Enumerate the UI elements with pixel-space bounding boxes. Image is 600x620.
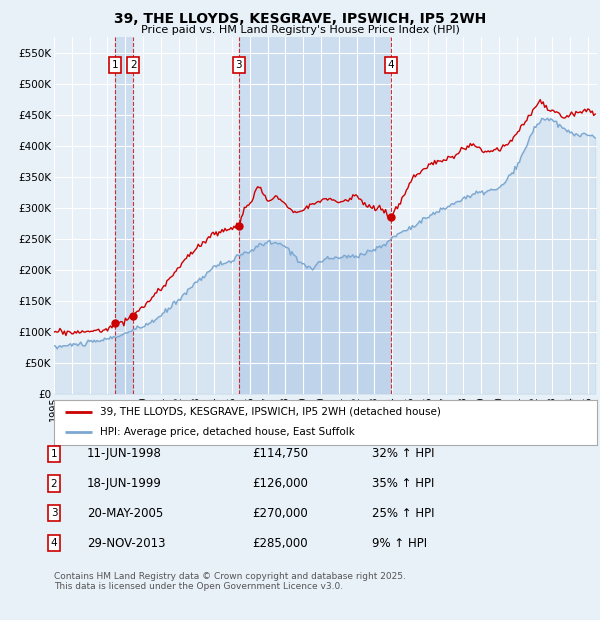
Text: Contains HM Land Registry data © Crown copyright and database right 2025.
This d: Contains HM Land Registry data © Crown c… xyxy=(54,572,406,591)
Text: 3: 3 xyxy=(235,60,242,70)
Text: HPI: Average price, detached house, East Suffolk: HPI: Average price, detached house, East… xyxy=(100,427,355,438)
Text: 2: 2 xyxy=(130,60,137,70)
Text: 18-JUN-1999: 18-JUN-1999 xyxy=(87,477,162,490)
Text: 2: 2 xyxy=(50,479,58,489)
Bar xyxy=(115,37,133,394)
Text: 39, THE LLOYDS, KESGRAVE, IPSWICH, IP5 2WH: 39, THE LLOYDS, KESGRAVE, IPSWICH, IP5 2… xyxy=(114,12,486,27)
Text: 4: 4 xyxy=(388,60,394,70)
Text: 3: 3 xyxy=(50,508,58,518)
Text: 35% ↑ HPI: 35% ↑ HPI xyxy=(372,477,434,490)
Text: £114,750: £114,750 xyxy=(252,448,308,460)
Text: £126,000: £126,000 xyxy=(252,477,308,490)
Text: 25% ↑ HPI: 25% ↑ HPI xyxy=(372,507,434,520)
Text: 32% ↑ HPI: 32% ↑ HPI xyxy=(372,448,434,460)
Text: 1: 1 xyxy=(112,60,119,70)
Text: 20-MAY-2005: 20-MAY-2005 xyxy=(87,507,163,520)
Bar xyxy=(239,37,391,394)
Text: Price paid vs. HM Land Registry's House Price Index (HPI): Price paid vs. HM Land Registry's House … xyxy=(140,25,460,35)
Text: 1: 1 xyxy=(50,449,58,459)
Text: £270,000: £270,000 xyxy=(252,507,308,520)
Text: 4: 4 xyxy=(50,538,58,548)
Text: 29-NOV-2013: 29-NOV-2013 xyxy=(87,537,166,549)
Text: 9% ↑ HPI: 9% ↑ HPI xyxy=(372,537,427,549)
Text: £285,000: £285,000 xyxy=(252,537,308,549)
Text: 11-JUN-1998: 11-JUN-1998 xyxy=(87,448,162,460)
Text: 39, THE LLOYDS, KESGRAVE, IPSWICH, IP5 2WH (detached house): 39, THE LLOYDS, KESGRAVE, IPSWICH, IP5 2… xyxy=(100,407,441,417)
